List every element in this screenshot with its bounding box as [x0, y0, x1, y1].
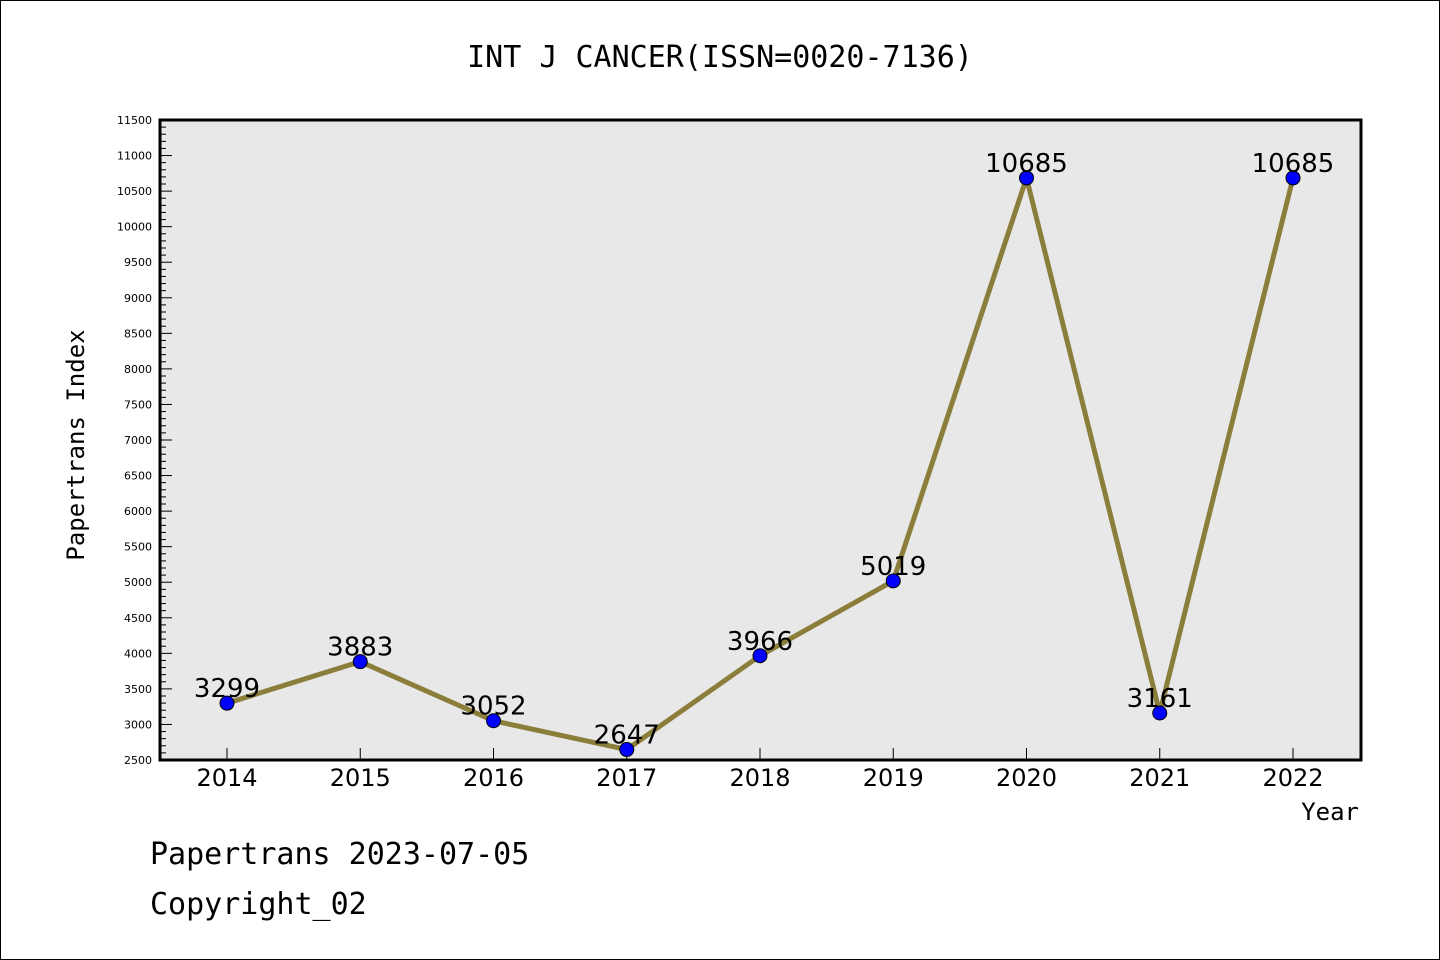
data-label: 3299 [194, 674, 260, 704]
y-tick-label: 3500 [124, 683, 152, 696]
x-tick-label: 2018 [729, 764, 790, 792]
chart-title: INT J CANCER(ISSN=0020-7136) [467, 40, 973, 75]
y-axis: 2500 3000 3500 4000 4500 5000 5500 6000 6500 7000… [117, 114, 172, 767]
data-point [352, 654, 368, 670]
y-tick-label: 7500 [124, 398, 152, 411]
plot-area [158, 118, 1363, 762]
y-tick-label: 8500 [124, 327, 152, 340]
data-label: 10685 [1252, 149, 1335, 179]
x-tick-label: 2016 [463, 764, 524, 792]
data-label: 10685 [985, 149, 1068, 179]
y-tick-label: 11000 [117, 150, 152, 163]
y-axis-label: Papertrans Index [62, 329, 90, 560]
y-tick-label: 6000 [124, 505, 152, 518]
x-tick-label: 2020 [996, 764, 1057, 792]
x-tick-label: 2019 [863, 764, 924, 792]
y-tick-label: 2500 [124, 754, 152, 767]
y-tick-label: 5000 [124, 576, 152, 589]
y-tick-label: 9500 [124, 256, 152, 269]
y-tick-label: 4500 [124, 612, 152, 625]
data-point [1152, 705, 1168, 721]
data-labels: 3299 3883 3052 2647 3966 5019 10685 3161 10685 [194, 149, 1334, 751]
data-point [885, 573, 901, 589]
data-label: 3052 [460, 692, 526, 722]
x-tick-label: 2014 [196, 764, 257, 792]
footer-copyright: Copyright_02 [150, 887, 367, 922]
footer-date: Papertrans 2023-07-05 [150, 837, 529, 872]
y-tick-label: 8000 [124, 363, 152, 376]
y-tick-label: 10000 [117, 221, 152, 234]
data-label: 3966 [727, 627, 793, 657]
data-point [752, 648, 768, 664]
x-tick-label: 2021 [1129, 764, 1190, 792]
data-point [1285, 170, 1301, 186]
data-point [219, 695, 235, 711]
data-label: 3161 [1127, 684, 1193, 714]
data-point [1019, 170, 1034, 186]
x-axis: 2014 2015 2016 2017 2018 2019 2020 2021 2022 [196, 748, 1324, 792]
data-point [486, 713, 501, 729]
data-label: 5019 [860, 552, 926, 582]
y-tick-label: 3000 [124, 718, 152, 731]
x-axis-label: Year [1301, 798, 1359, 826]
y-tick-label: 4000 [124, 647, 152, 660]
y-tick-label: 5500 [124, 541, 152, 554]
x-tick-label: 2022 [1262, 764, 1323, 792]
data-label: 3883 [327, 633, 393, 663]
data-points [219, 170, 1301, 758]
x-tick-label: 2017 [596, 764, 657, 792]
y-tick-label: 6500 [124, 470, 152, 483]
y-tick-label: 11500 [117, 114, 152, 127]
y-tick-label: 10500 [117, 185, 152, 198]
y-tick-label: 9000 [124, 292, 152, 305]
y-tick-label: 7000 [124, 434, 152, 447]
x-tick-label: 2015 [330, 764, 391, 792]
data-label: 2647 [594, 721, 660, 751]
data-point [619, 742, 635, 758]
